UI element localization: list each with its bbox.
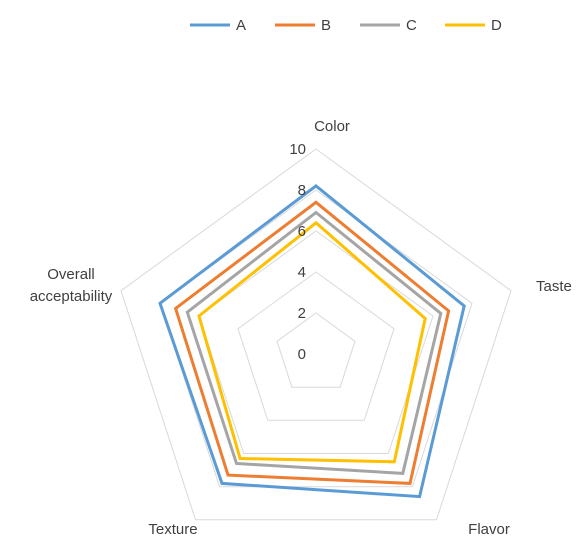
axis-label-taste: Taste bbox=[536, 278, 572, 295]
tick-label-0: 0 bbox=[298, 346, 306, 363]
axis-label-layer: Color Taste Flavor Texture Overall acceptabil… bbox=[30, 118, 572, 538]
axis-label-texture: Texture bbox=[148, 521, 197, 537]
axis-label-flavor: Flavor bbox=[468, 521, 510, 537]
series-b-line bbox=[173, 200, 451, 485]
axis-label-overall-acceptability: Overall acceptability bbox=[30, 266, 113, 305]
tick-label-6: 6 bbox=[298, 223, 306, 240]
series-c-line bbox=[185, 210, 443, 475]
legend-label-a: A bbox=[236, 17, 246, 34]
grid-ring-10 bbox=[120, 148, 512, 521]
grid-ring-4 bbox=[237, 271, 395, 421]
series-layer bbox=[158, 183, 466, 499]
grid-layer bbox=[120, 148, 512, 521]
grid-ring-2 bbox=[276, 312, 356, 388]
tick-label-8: 8 bbox=[298, 182, 306, 199]
legend: A B C D bbox=[190, 17, 502, 34]
legend-label-b: B bbox=[321, 17, 331, 34]
series-d-line bbox=[197, 220, 427, 464]
tick-label-10: 10 bbox=[289, 141, 306, 158]
tick-label-4: 4 bbox=[298, 264, 306, 281]
legend-label-d: D bbox=[491, 17, 502, 34]
series-a-line bbox=[158, 183, 466, 499]
axis-label-color: Color bbox=[314, 118, 350, 135]
tick-layer: 0 2 4 6 8 10 bbox=[289, 141, 306, 363]
tick-label-2: 2 bbox=[298, 305, 306, 322]
legend-label-c: C bbox=[406, 17, 417, 34]
